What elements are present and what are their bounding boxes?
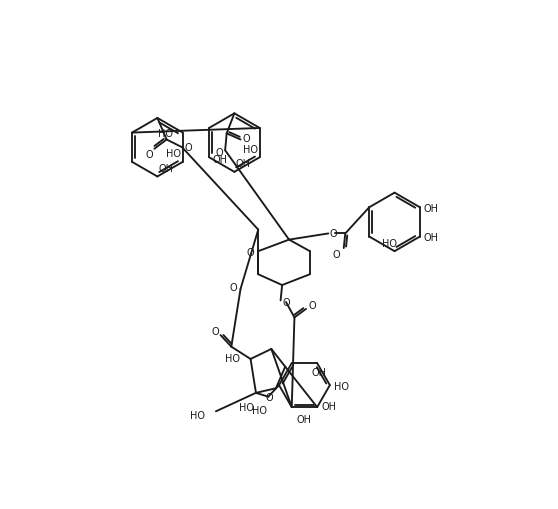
Text: O: O [215, 148, 223, 157]
Text: HO: HO [243, 145, 258, 154]
Text: O: O [184, 143, 192, 153]
Text: O: O [265, 392, 273, 403]
Text: O: O [211, 327, 219, 336]
Text: O: O [282, 297, 290, 307]
Text: O: O [230, 283, 237, 293]
Text: OH: OH [297, 414, 312, 424]
Text: O: O [145, 150, 153, 160]
Text: OH: OH [321, 401, 336, 411]
Text: HO: HO [252, 405, 267, 415]
Text: HO: HO [239, 403, 254, 413]
Text: OH: OH [424, 233, 439, 243]
Text: O: O [243, 134, 251, 144]
Text: O: O [333, 250, 340, 260]
Text: HO: HO [166, 149, 181, 159]
Text: OH: OH [213, 154, 228, 164]
Text: HO: HO [190, 410, 205, 420]
Text: O: O [247, 247, 254, 258]
Text: OH: OH [424, 204, 439, 214]
Text: OH: OH [159, 164, 174, 174]
Text: O: O [309, 300, 316, 310]
Text: HO: HO [382, 239, 397, 249]
Text: HO: HO [158, 129, 173, 139]
Text: HO: HO [225, 353, 240, 363]
Text: OH: OH [311, 367, 326, 378]
Text: O: O [329, 228, 337, 238]
Text: OH: OH [236, 159, 251, 169]
Text: HO: HO [334, 381, 349, 391]
